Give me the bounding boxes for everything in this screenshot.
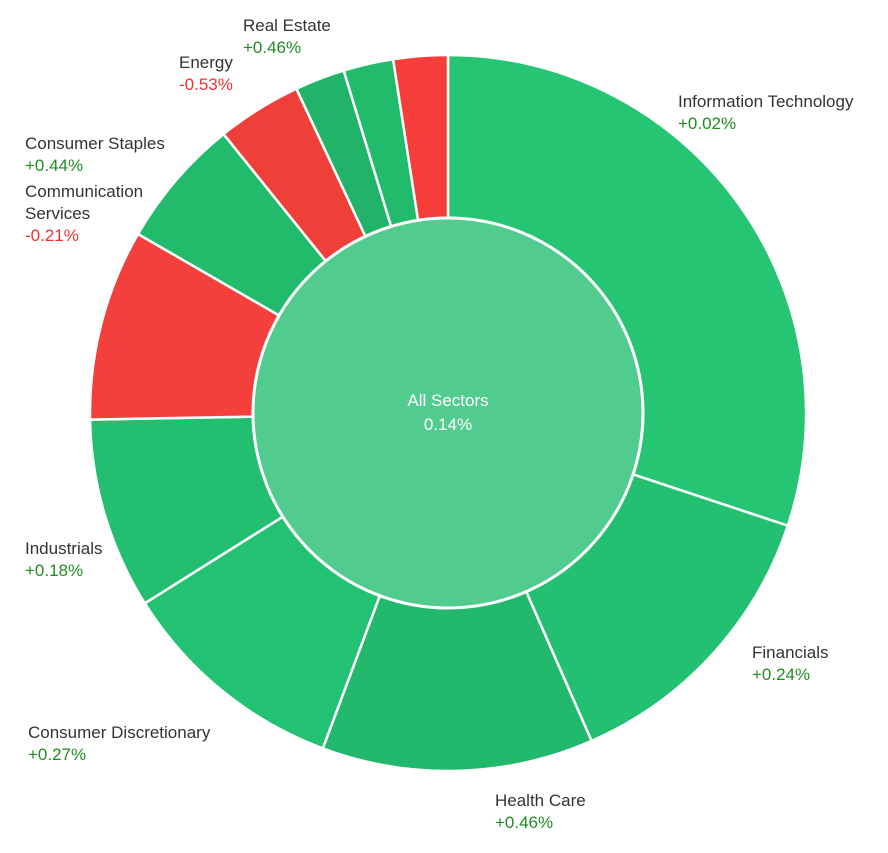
label-information-technology: Information Technology — [678, 92, 854, 111]
center-circle[interactable] — [251, 216, 645, 610]
donut-ring — [88, 53, 808, 773]
label-energy: Energy — [179, 53, 233, 72]
value-financials: +0.24% — [752, 665, 810, 684]
label-consumer-discretionary: Consumer Discretionary — [28, 723, 211, 742]
label-consumer-staples: Consumer Staples — [25, 134, 165, 153]
center-value: 0.14% — [424, 415, 472, 434]
value-real-estate: +0.46% — [243, 38, 301, 57]
center-label: All Sectors — [407, 391, 488, 410]
label-communication-services-line-2: Services — [25, 204, 90, 223]
value-health-care: +0.46% — [495, 813, 553, 832]
value-information-technology: +0.02% — [678, 114, 736, 133]
label-financials: Financials — [752, 643, 829, 662]
label-real-estate: Real Estate — [243, 16, 331, 35]
value-consumer-discretionary: +0.27% — [28, 745, 86, 764]
value-communication-services: -0.21% — [25, 226, 79, 245]
label-health-care: Health Care — [495, 791, 586, 810]
value-energy: -0.53% — [179, 75, 233, 94]
value-consumer-staples: +0.44% — [25, 156, 83, 175]
segment-labels: Information Technology +0.02% Financials +0… — [25, 16, 854, 832]
label-communication-services-line-1: Communication — [25, 182, 143, 201]
value-industrials: +0.18% — [25, 561, 83, 580]
label-industrials: Industrials — [25, 539, 102, 558]
